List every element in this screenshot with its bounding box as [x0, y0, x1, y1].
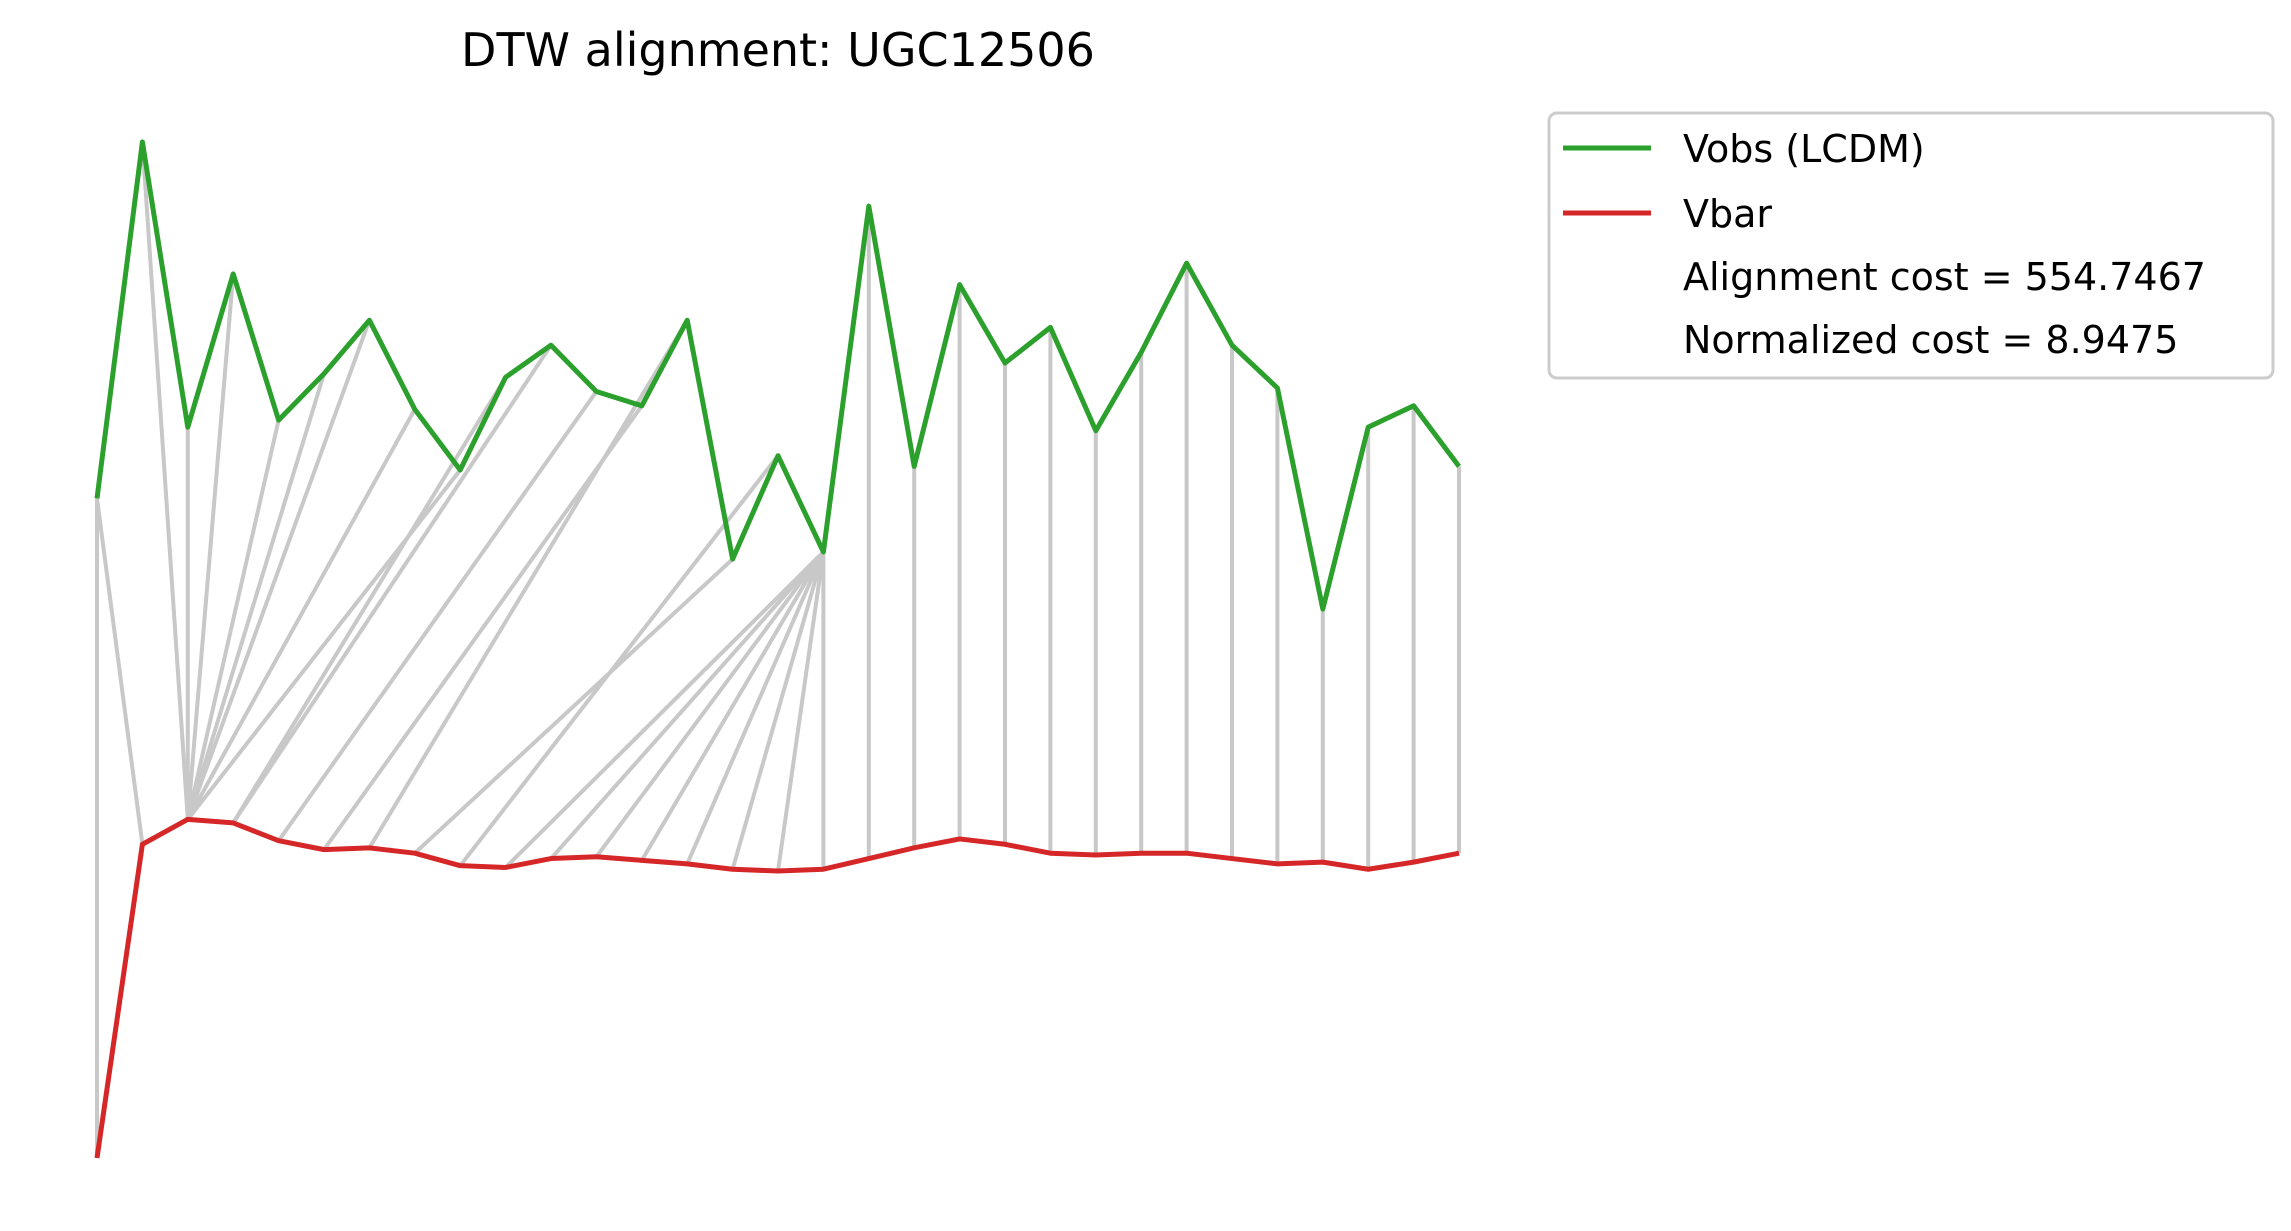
- legend: Vobs (LCDM) Vbar Alignment cost = 554.74…: [1547, 111, 2275, 380]
- alignment-line-4: [185, 273, 236, 820]
- alignment-line-1: [95, 498, 145, 845]
- legend-alignment-cost: Alignment cost = 554.7467: [1683, 255, 2206, 299]
- alignment-line-15: [413, 557, 734, 855]
- alignment-line-17: [504, 550, 825, 869]
- alignment-line-11: [231, 344, 553, 825]
- alignment-line-10: [231, 376, 508, 824]
- alignment-line-6: [185, 373, 326, 820]
- alignment-line-18: [549, 550, 825, 860]
- alignment-line-7: [185, 319, 372, 821]
- alignment-line-19: [594, 550, 826, 858]
- legend-label-vobs: Vobs (LCDM): [1683, 127, 1925, 171]
- alignment-line-22: [730, 551, 826, 870]
- alignment-line-12: [276, 390, 599, 842]
- chart-title: DTW alignment: UGC12506: [461, 23, 1095, 77]
- legend-label-vbar: Vbar: [1683, 192, 1772, 236]
- series-line-vobs: [94, 139, 1462, 612]
- series-line-vbar: [94, 816, 1460, 1159]
- series-lines: [94, 139, 1462, 1159]
- alignment-line-20: [640, 550, 826, 862]
- alignment-line-23: [776, 551, 826, 872]
- alignment-line-2: [140, 141, 190, 820]
- legend-box: [1547, 111, 2275, 380]
- alignment-line-8: [186, 408, 417, 821]
- alignment-line-5: [185, 419, 281, 820]
- legend-normalized-cost: Normalized cost = 8.9475: [1683, 318, 2178, 362]
- alignment-line-21: [685, 551, 826, 865]
- alignment-lines: [95, 141, 1461, 1158]
- alignment-line-14: [367, 319, 689, 849]
